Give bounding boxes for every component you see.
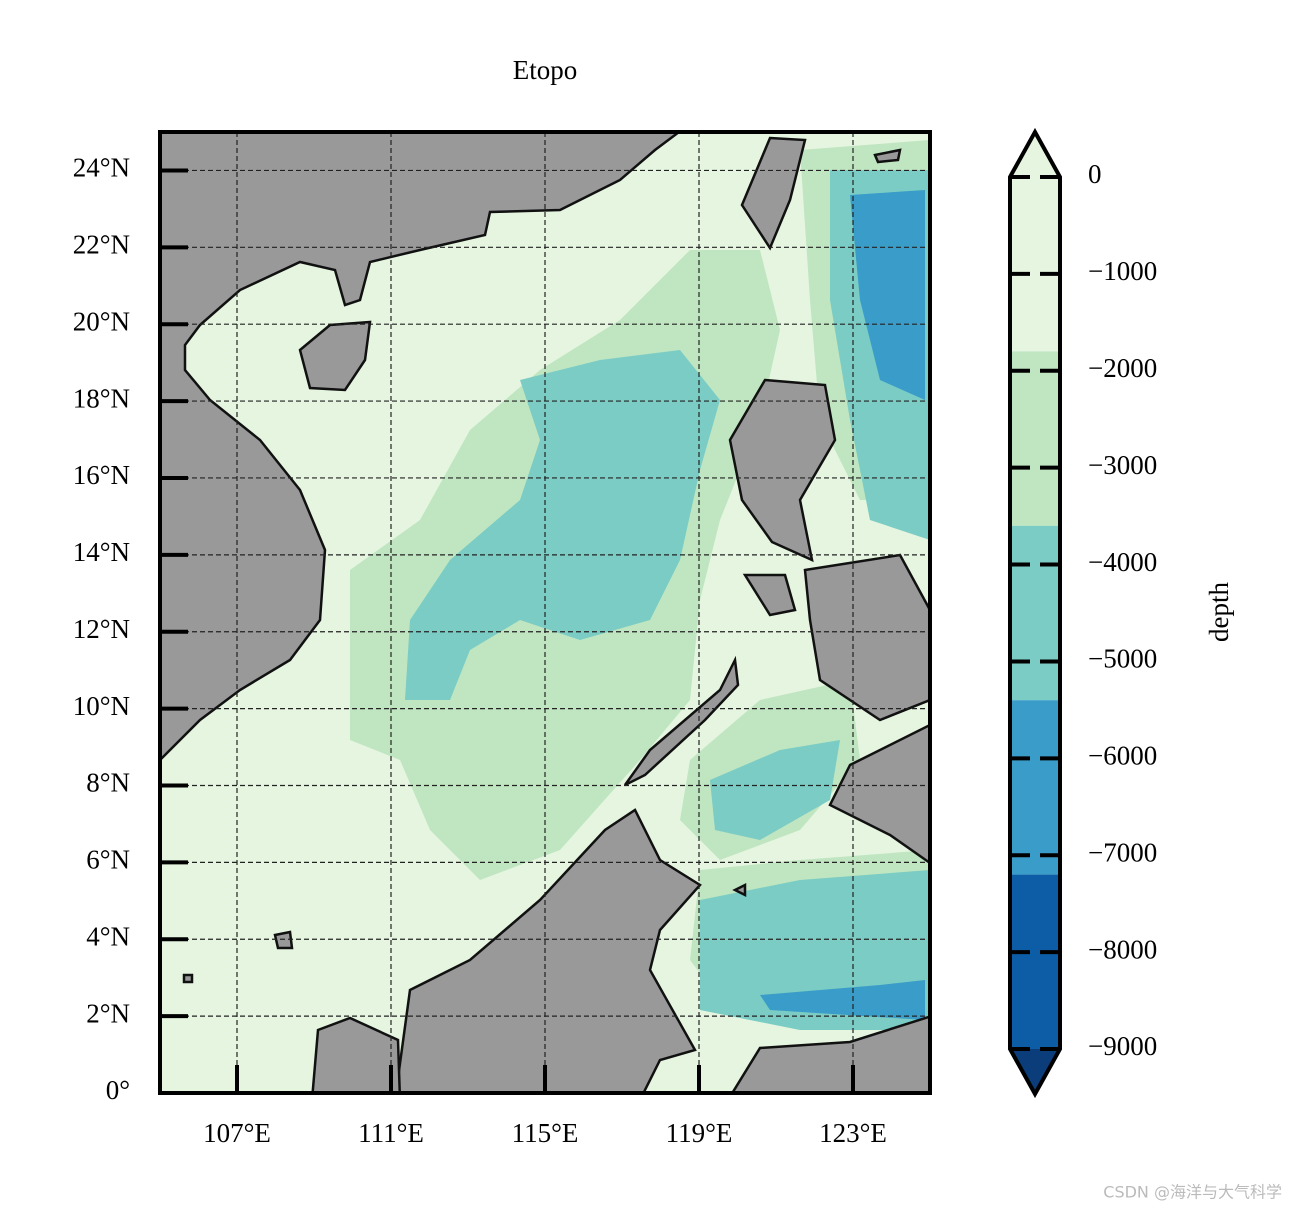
y-tick-label: 0° [106, 1075, 130, 1105]
taiwan [740, 136, 807, 251]
hainan [298, 320, 372, 392]
grid [160, 132, 930, 1093]
islands [182, 148, 902, 984]
borneo-west [311, 1016, 402, 1093]
y-tick-label: 24°N [73, 153, 130, 183]
colorbar-band [1010, 700, 1060, 875]
y-tick-label: 12°N [73, 614, 130, 644]
y-tick-label: 8°N [86, 768, 130, 798]
colorbar-tick-label: −6000 [1088, 741, 1157, 771]
colorbar-extend-bottom [1010, 1049, 1060, 1094]
mainland-asia [160, 132, 682, 762]
colorbar-band [1010, 177, 1060, 352]
y-tick-label: 22°N [73, 230, 130, 260]
colorbar: 0 −1000 −2000 −3000 −4000 −5000 −6000 −7000 −800… [1008, 127, 1157, 1099]
colorbar-tick-label: −7000 [1088, 837, 1157, 867]
colorbar-extend-top [1010, 132, 1060, 177]
map-area [160, 132, 930, 1093]
watermark: CSDN @海洋与大气科学 [1103, 1183, 1282, 1202]
colorbar-band [1010, 525, 1060, 701]
x-tick-label: 115°E [512, 1118, 579, 1148]
mindanao [828, 723, 930, 865]
y-tick-label: 14°N [73, 537, 130, 567]
colorbar-tick-label: 0 [1088, 159, 1102, 189]
x-tick-label: 107°E [203, 1118, 271, 1148]
colorbar-tick-label: −8000 [1088, 934, 1157, 964]
x-tick-label: 119°E [666, 1118, 733, 1148]
sulawesi [730, 1015, 930, 1093]
palawan [623, 655, 740, 787]
y-tick-label: 20°N [73, 306, 130, 336]
colorbar-band [1010, 351, 1060, 526]
y-tick-label: 2°N [86, 998, 130, 1028]
colorbar-tick-label: −5000 [1088, 644, 1157, 674]
visayas [803, 553, 930, 722]
bathymetry [350, 140, 930, 1030]
mindoro [742, 573, 797, 617]
colorbar-tick-label: −1000 [1088, 256, 1157, 286]
y-tick-label: 10°N [73, 691, 130, 721]
map-title: Etopo [513, 55, 578, 85]
colorbar-tick-label: −9000 [1088, 1031, 1157, 1061]
colorbar-tick-label: −4000 [1088, 547, 1157, 577]
land [160, 132, 930, 1093]
y-tick-label: 18°N [73, 383, 130, 413]
x-tick-label: 123°E [819, 1118, 887, 1148]
borneo [394, 808, 702, 1093]
luzon [728, 378, 837, 563]
y-tick-label: 6°N [86, 845, 130, 875]
colorbar-label: depth [1204, 582, 1234, 642]
colorbar-tick-label: −3000 [1088, 450, 1157, 480]
colorbar-tick-label: −2000 [1088, 353, 1157, 383]
x-tick-label: 111°E [358, 1118, 424, 1148]
y-tick-label: 4°N [86, 921, 130, 951]
y-tick-label: 16°N [73, 460, 130, 490]
colorbar-band [1010, 874, 1060, 1049]
